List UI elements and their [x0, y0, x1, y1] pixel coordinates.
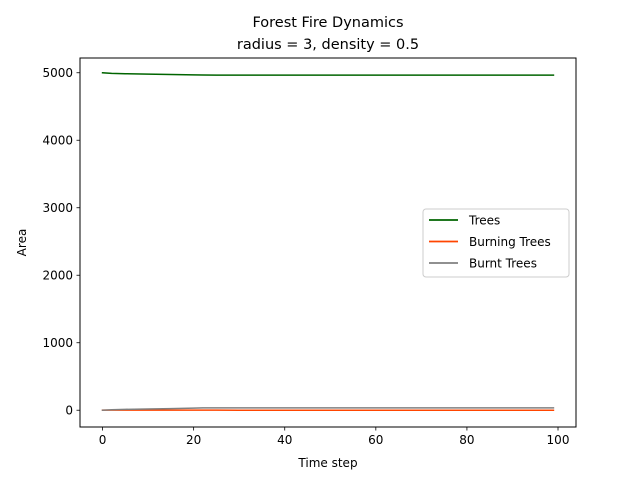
y-tick-label: 2000: [42, 269, 73, 283]
y-tick-label: 3000: [42, 201, 73, 215]
y-axis-ticks: 0 1000 2000 3000 4000 5000: [42, 66, 80, 418]
chart-subtitle: radius = 3, density = 0.5: [237, 37, 419, 53]
chart-title: Forest Fire Dynamics: [252, 15, 403, 31]
legend-label-burnt-trees: Burnt Trees: [469, 257, 537, 271]
axes-frame: [79, 57, 577, 428]
series-line-burnt-trees: [101, 407, 555, 412]
x-tick-label: 40: [277, 433, 292, 447]
y-tick-label: 1000: [42, 336, 73, 350]
y-axis-label: Area: [15, 229, 29, 257]
legend-label-burning-trees: Burning Trees: [469, 235, 551, 249]
legend: Trees Burning Trees Burnt Trees: [422, 208, 570, 278]
x-tick-label: 80: [459, 433, 474, 447]
y-tick-label: 0: [65, 404, 73, 418]
plot-area: [101, 71, 555, 412]
y-tick-label: 4000: [42, 134, 73, 148]
series-line-trees: [101, 71, 555, 76]
x-tick-label: 0: [99, 433, 107, 447]
series-layer: [101, 71, 555, 412]
x-tick-label: 60: [368, 433, 383, 447]
x-tick-label: 20: [186, 433, 201, 447]
legend-label-trees: Trees: [468, 214, 500, 228]
x-axis-label: Time step: [297, 456, 357, 470]
x-axis-ticks: 0 20 40 60 80 100: [99, 427, 570, 447]
y-tick-label: 5000: [42, 66, 73, 80]
legend-box: [422, 208, 570, 278]
x-tick-label: 100: [547, 433, 570, 447]
